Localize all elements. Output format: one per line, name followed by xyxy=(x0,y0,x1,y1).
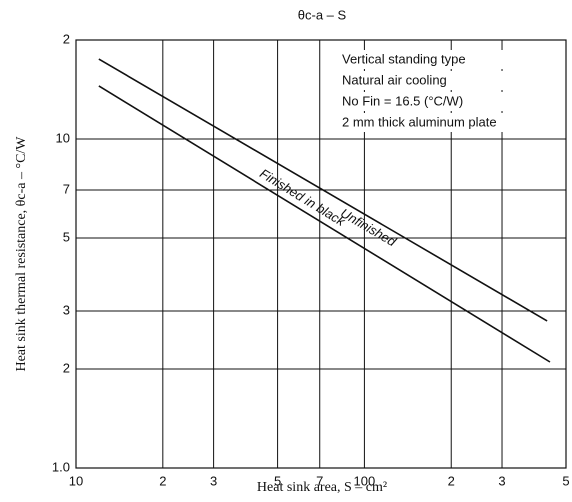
annotation-bg xyxy=(336,113,564,132)
y-axis-label: Heat sink thermal resistance, θc-a – °C/… xyxy=(14,136,29,372)
annotation-bg xyxy=(336,92,564,111)
y-tick-label: 2 xyxy=(63,360,70,375)
x-tick-label: 10 xyxy=(69,473,83,488)
x-tick-label: 7 xyxy=(316,473,323,488)
chart-title: θc-a – S xyxy=(298,7,347,22)
y-tick-label: 1.0 xyxy=(52,459,70,474)
x-tick-label: 3 xyxy=(498,473,505,488)
x-tick-label: 5 xyxy=(562,473,569,488)
y-tick-label: 3 xyxy=(63,302,70,317)
annotation: 2 mm thick aluminum plate xyxy=(342,114,497,129)
annotation-bg xyxy=(336,71,564,90)
x-axis-label: Heat sink area, S – cm² xyxy=(257,480,387,495)
annotation: No Fin = 16.5 (°C/W) xyxy=(342,93,463,108)
x-tick-label: 100 xyxy=(354,473,376,488)
x-tick-label: 2 xyxy=(159,473,166,488)
annotation-bg xyxy=(336,50,564,69)
annotation: Natural air cooling xyxy=(342,72,447,87)
series-line xyxy=(98,85,551,363)
x-tick-label: 5 xyxy=(274,473,281,488)
x-tick-label: 3 xyxy=(210,473,217,488)
series-label: Unfinished xyxy=(338,205,399,249)
annotation: Vertical standing type xyxy=(342,51,466,66)
y-tick-label: 10 xyxy=(56,130,70,145)
y-tick-label: 5 xyxy=(63,229,70,244)
y-tick-label: 7 xyxy=(63,181,70,196)
x-tick-label: 2 xyxy=(448,473,455,488)
y-tick-label: 2 xyxy=(63,31,70,46)
series-line xyxy=(98,58,548,322)
